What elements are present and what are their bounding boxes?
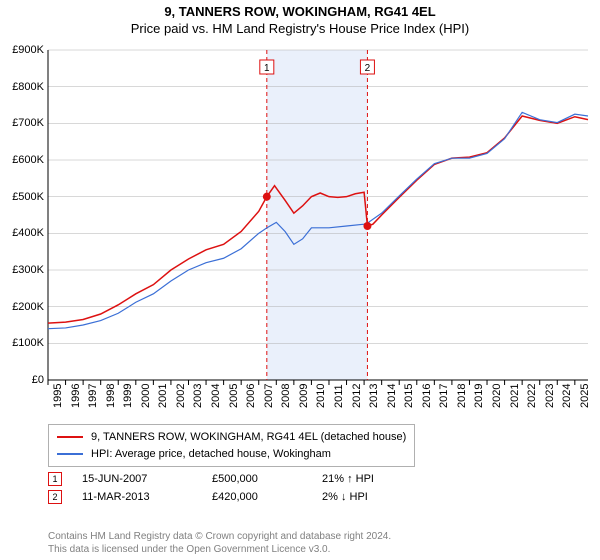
legend-label: 9, TANNERS ROW, WOKINGHAM, RG41 4EL (det… bbox=[91, 429, 406, 446]
event-price: £500,000 bbox=[212, 473, 322, 485]
event-date: 15-JUN-2007 bbox=[82, 473, 212, 485]
chart: 12 bbox=[48, 50, 588, 380]
event-marker-icon: 1 bbox=[48, 472, 62, 486]
x-tick-label: 2023 bbox=[544, 384, 556, 408]
y-tick-label: £100K bbox=[0, 337, 44, 349]
x-tick-label: 2014 bbox=[386, 384, 398, 408]
y-tick-label: £700K bbox=[0, 117, 44, 129]
x-tick-label: 2011 bbox=[333, 384, 345, 408]
x-tick-label: 2022 bbox=[526, 384, 538, 408]
x-tick-label: 1995 bbox=[52, 384, 64, 408]
x-tick-label: 2005 bbox=[228, 384, 240, 408]
x-tick-label: 1996 bbox=[70, 384, 82, 408]
event-row: 2 11-MAR-2013£420,0002% ↓ HPI bbox=[48, 490, 374, 504]
event-date: 11-MAR-2013 bbox=[82, 491, 212, 503]
x-axis-labels: 1995 1996 1997 1998 1999 2000 2001 2002 2003 2004… bbox=[48, 380, 588, 416]
title-main: 9, TANNERS ROW, WOKINGHAM, RG41 4EL bbox=[0, 4, 600, 19]
x-tick-label: 2015 bbox=[403, 384, 415, 408]
legend-row: 9, TANNERS ROW, WOKINGHAM, RG41 4EL (det… bbox=[57, 429, 406, 446]
x-tick-label: 2019 bbox=[473, 384, 485, 408]
event-delta: 21% ↑ HPI bbox=[322, 473, 374, 485]
x-tick-label: 2012 bbox=[351, 384, 363, 408]
x-tick-label: 1997 bbox=[87, 384, 99, 408]
x-tick-label: 2008 bbox=[280, 384, 292, 408]
event-table: 1 15-JUN-2007£500,00021% ↑ HPI 2 11-MAR-201… bbox=[48, 468, 374, 504]
x-tick-label: 2013 bbox=[368, 384, 380, 408]
legend-label: HPI: Average price, detached house, Woki… bbox=[91, 446, 331, 463]
x-tick-label: 2021 bbox=[509, 384, 521, 408]
svg-text:1: 1 bbox=[264, 63, 270, 74]
y-tick-label: £800K bbox=[0, 81, 44, 93]
x-tick-label: 2004 bbox=[210, 384, 222, 408]
x-tick-label: 2020 bbox=[491, 384, 503, 408]
footer-line-2: This data is licensed under the Open Gov… bbox=[48, 543, 391, 556]
event-price: £420,000 bbox=[212, 491, 322, 503]
x-tick-label: 2010 bbox=[315, 384, 327, 408]
event-row: 1 15-JUN-2007£500,00021% ↑ HPI bbox=[48, 472, 374, 486]
event-marker-icon: 2 bbox=[48, 490, 62, 504]
event-delta: 2% ↓ HPI bbox=[322, 491, 368, 503]
x-tick-label: 2003 bbox=[192, 384, 204, 408]
x-tick-label: 2002 bbox=[175, 384, 187, 408]
y-tick-label: £0 bbox=[0, 374, 44, 386]
footer-attribution: Contains HM Land Registry data © Crown c… bbox=[48, 530, 391, 556]
x-tick-label: 1998 bbox=[105, 384, 117, 408]
y-tick-label: £900K bbox=[0, 44, 44, 56]
legend-row: HPI: Average price, detached house, Woki… bbox=[57, 446, 406, 463]
x-tick-label: 2024 bbox=[561, 384, 573, 408]
x-tick-label: 2001 bbox=[157, 384, 169, 408]
footer-line-1: Contains HM Land Registry data © Crown c… bbox=[48, 530, 391, 543]
y-tick-label: £200K bbox=[0, 301, 44, 313]
title-sub: Price paid vs. HM Land Registry's House … bbox=[0, 21, 600, 36]
x-tick-label: 2016 bbox=[421, 384, 433, 408]
legend: 9, TANNERS ROW, WOKINGHAM, RG41 4EL (det… bbox=[48, 424, 415, 467]
y-tick-label: £500K bbox=[0, 191, 44, 203]
x-tick-label: 2025 bbox=[579, 384, 591, 408]
x-tick-label: 2018 bbox=[456, 384, 468, 408]
legend-swatch bbox=[57, 453, 83, 455]
y-tick-label: £300K bbox=[0, 264, 44, 276]
x-tick-label: 2009 bbox=[298, 384, 310, 408]
y-tick-label: £600K bbox=[0, 154, 44, 166]
x-tick-label: 2000 bbox=[140, 384, 152, 408]
legend-swatch bbox=[57, 436, 83, 438]
svg-text:2: 2 bbox=[365, 63, 371, 74]
x-tick-label: 2006 bbox=[245, 384, 257, 408]
x-tick-label: 2007 bbox=[263, 384, 275, 408]
x-tick-label: 1999 bbox=[122, 384, 134, 408]
y-tick-label: £400K bbox=[0, 227, 44, 239]
x-tick-label: 2017 bbox=[438, 384, 450, 408]
